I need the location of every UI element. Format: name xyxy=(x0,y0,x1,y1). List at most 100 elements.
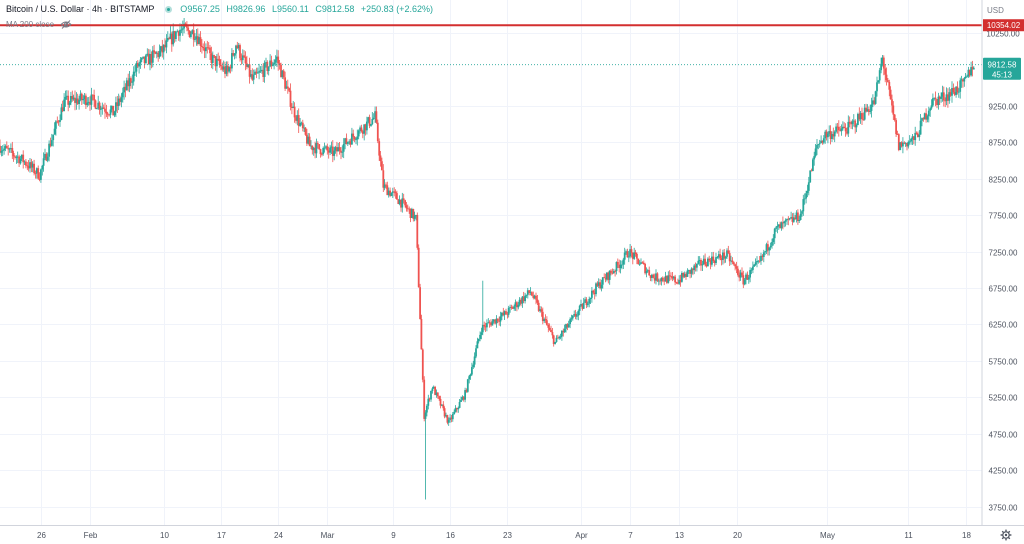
candle xyxy=(915,131,918,135)
candle xyxy=(839,126,842,132)
candle xyxy=(323,142,326,153)
candle xyxy=(792,212,795,223)
candle xyxy=(623,247,626,265)
candle xyxy=(72,94,75,101)
candle xyxy=(16,151,19,164)
candle xyxy=(0,146,3,157)
candle xyxy=(738,270,741,282)
indicator-legend[interactable]: MA 200 close xyxy=(6,20,72,30)
candle xyxy=(783,220,786,228)
candle xyxy=(601,277,604,289)
candle xyxy=(116,96,119,113)
candle xyxy=(135,61,138,77)
time-tick-label: 24 xyxy=(274,531,283,540)
candle xyxy=(301,119,304,132)
candle xyxy=(276,49,278,67)
candle xyxy=(458,399,461,409)
candle xyxy=(168,36,170,40)
candle xyxy=(597,278,600,289)
candle xyxy=(214,56,217,71)
candle xyxy=(345,133,348,145)
price-axis[interactable]: 3750.00 4250.00 4750.00 5250.00 5750.00 6250.… xyxy=(986,30,1020,513)
candle xyxy=(218,55,221,68)
candle xyxy=(588,296,591,308)
time-axis[interactable]: 26 Feb 10 17 24 Mar 9 16 23 Apr 7 13 20 May 11 18 xyxy=(37,531,971,540)
candle xyxy=(805,190,807,204)
currency-label[interactable]: USD xyxy=(987,6,1004,15)
candle xyxy=(397,198,400,205)
settings-gear-icon[interactable] xyxy=(1000,529,1012,541)
candle xyxy=(273,59,275,70)
candle xyxy=(794,215,796,220)
candle xyxy=(179,23,181,42)
candle xyxy=(130,76,132,89)
candle xyxy=(661,276,664,283)
candle xyxy=(449,414,451,423)
candle xyxy=(10,143,12,153)
candle xyxy=(263,60,266,83)
candle xyxy=(176,29,179,33)
candle xyxy=(749,267,751,283)
candle xyxy=(40,168,42,183)
eye-off-icon[interactable] xyxy=(60,20,72,30)
candle xyxy=(233,53,236,60)
candle xyxy=(289,83,292,111)
candle xyxy=(243,50,245,58)
candle xyxy=(711,252,713,267)
candle xyxy=(121,87,124,103)
candle xyxy=(83,93,86,105)
candle xyxy=(516,301,518,312)
candle xyxy=(232,50,235,57)
candle xyxy=(626,248,629,258)
candle xyxy=(76,93,79,105)
candle xyxy=(153,44,155,58)
candle xyxy=(405,202,408,212)
candle xyxy=(929,107,932,117)
candle xyxy=(747,275,750,284)
candle xyxy=(908,135,911,145)
candle xyxy=(764,251,766,256)
candle xyxy=(693,263,696,275)
candle xyxy=(543,317,546,324)
time-tick-label: 16 xyxy=(446,531,455,540)
candle xyxy=(387,187,390,198)
candle xyxy=(927,106,930,123)
candle xyxy=(442,401,445,411)
candle xyxy=(293,102,296,123)
candle xyxy=(769,242,772,251)
candle xyxy=(511,305,514,309)
candle xyxy=(498,316,501,326)
symbol-name[interactable]: Bitcoin / U.S. Dollar xyxy=(6,4,85,14)
candle xyxy=(649,275,652,282)
candle xyxy=(889,86,892,100)
candle xyxy=(547,323,550,333)
candle xyxy=(791,213,794,226)
candle xyxy=(600,279,603,292)
candle xyxy=(471,362,473,376)
candle xyxy=(7,145,10,156)
candle xyxy=(271,62,274,67)
candle xyxy=(709,258,712,270)
candle xyxy=(820,135,822,144)
candle xyxy=(211,51,214,70)
candle xyxy=(375,106,378,124)
candle xyxy=(610,269,612,276)
candle xyxy=(166,31,169,42)
price-tick-label: 6750.00 xyxy=(989,285,1018,294)
candle xyxy=(750,267,753,275)
candle xyxy=(510,304,513,310)
candle xyxy=(803,193,806,205)
candle xyxy=(154,51,157,55)
time-tick-label: 18 xyxy=(962,531,971,540)
candle xyxy=(367,116,370,124)
candle xyxy=(932,93,934,107)
candle xyxy=(423,376,426,422)
candle xyxy=(435,389,438,398)
candle xyxy=(554,341,556,345)
candle xyxy=(765,242,768,254)
candle xyxy=(322,146,325,156)
price-lines[interactable] xyxy=(0,24,982,66)
candle xyxy=(477,338,480,344)
candle xyxy=(228,65,230,74)
